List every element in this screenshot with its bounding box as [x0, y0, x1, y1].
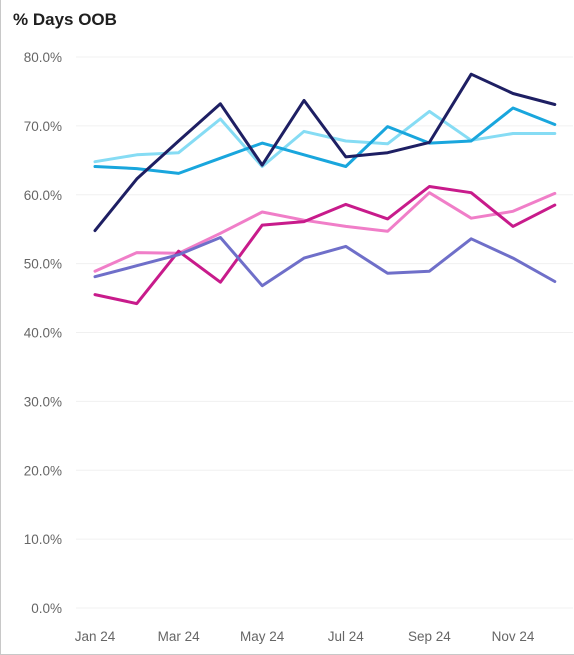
- x-tick-label: Jul 24: [328, 629, 365, 644]
- y-tick-label: 40.0%: [24, 326, 62, 341]
- series-line-6: [93, 236, 557, 288]
- series-line-4: [93, 191, 557, 273]
- series-line-1: [93, 109, 557, 168]
- y-tick-label: 20.0%: [24, 463, 62, 478]
- x-axis-ticks: Jan 24 Mar 24 May 24 Jul 24 Sep 24 Nov 24: [75, 629, 535, 644]
- series-line-5: [93, 185, 557, 306]
- y-tick-label: 50.0%: [24, 257, 62, 272]
- y-tick-label: 80.0%: [24, 50, 62, 65]
- y-tick-label: 0.0%: [31, 601, 62, 616]
- x-tick-label: Nov 24: [492, 629, 535, 644]
- y-tick-label: 30.0%: [24, 394, 62, 409]
- x-tick-label: Sep 24: [408, 629, 451, 644]
- y-tick-label: 60.0%: [24, 188, 62, 203]
- y-tick-label: 10.0%: [24, 532, 62, 547]
- y-axis-ticks: 0.0% 10.0% 20.0% 30.0% 40.0% 50.0% 60.0% 70.0% 8…: [24, 50, 62, 616]
- y-tick-label: 70.0%: [24, 119, 62, 134]
- series-line-3: [93, 72, 557, 233]
- x-tick-label: Jan 24: [75, 629, 116, 644]
- chart-title: % Days OOB: [13, 10, 117, 29]
- x-tick-label: May 24: [240, 629, 285, 644]
- series-lines: [93, 72, 557, 306]
- x-tick-label: Mar 24: [158, 629, 201, 644]
- series-line-2: [93, 106, 557, 175]
- gridlines: [76, 56, 573, 609]
